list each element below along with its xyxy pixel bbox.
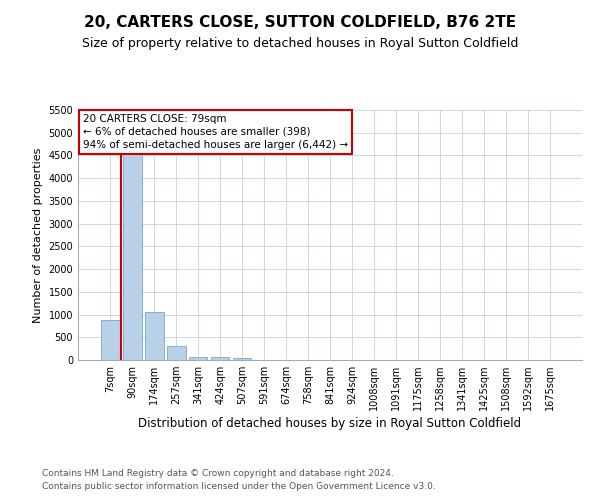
Bar (123, 153, 142, 360)
Bar (101, 320, 119, 360)
Text: 20 CARTERS CLOSE: 79sqm
← 6% of detached houses are smaller (398)
94% of semi-de: 20 CARTERS CLOSE: 79sqm ← 6% of detached… (83, 114, 348, 150)
Bar (233, 358, 251, 360)
Bar (167, 346, 185, 360)
Bar (189, 356, 208, 360)
Bar (211, 358, 229, 360)
Text: Contains HM Land Registry data © Crown copyright and database right 2024.: Contains HM Land Registry data © Crown c… (42, 468, 394, 477)
Bar (145, 312, 164, 360)
Text: Contains public sector information licensed under the Open Government Licence v3: Contains public sector information licen… (42, 482, 436, 491)
Text: Size of property relative to detached houses in Royal Sutton Coldfield: Size of property relative to detached ho… (82, 38, 518, 51)
Y-axis label: Number of detached properties: Number of detached properties (33, 148, 43, 322)
X-axis label: Distribution of detached houses by size in Royal Sutton Coldfield: Distribution of detached houses by size … (139, 418, 521, 430)
Text: 20, CARTERS CLOSE, SUTTON COLDFIELD, B76 2TE: 20, CARTERS CLOSE, SUTTON COLDFIELD, B76… (84, 15, 516, 30)
